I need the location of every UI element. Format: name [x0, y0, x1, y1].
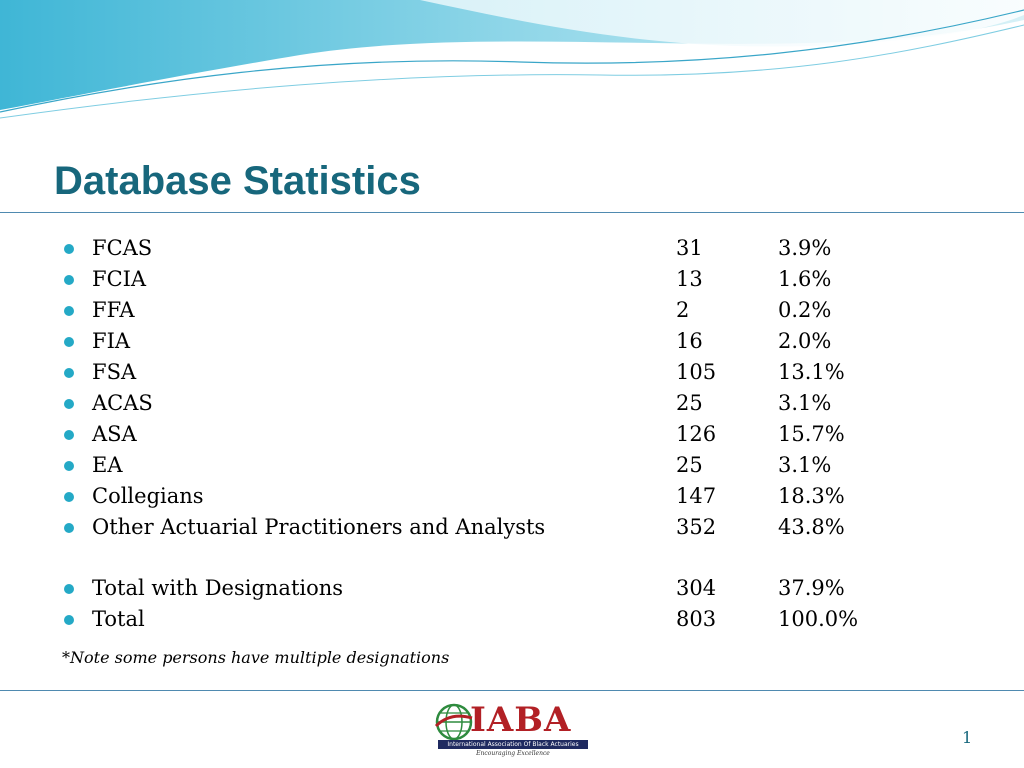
- total-count: 803: [676, 607, 717, 631]
- list-item: FIA 16 2.0%: [62, 326, 962, 357]
- designation-label: FCAS: [92, 236, 153, 260]
- designation-percent: 15.7%: [778, 422, 845, 446]
- bullet-icon: [64, 492, 74, 502]
- designation-label: Other Actuarial Practitioners and Analys…: [92, 515, 546, 539]
- bullet-icon: [64, 337, 74, 347]
- designation-count: 2: [676, 298, 690, 322]
- globe-icon: [434, 703, 473, 741]
- logo-tagline: Encouraging Excellence: [476, 750, 550, 757]
- iaba-logo: IABA International Association Of Black …: [430, 700, 590, 764]
- designation-count: 13: [676, 267, 703, 291]
- list-item: Collegians 147 18.3%: [62, 481, 962, 512]
- designation-percent: 0.2%: [778, 298, 832, 322]
- designation-count: 16: [676, 329, 703, 353]
- total-row: Total 803 100.0%: [62, 604, 962, 635]
- total-label: Total with Designations: [92, 576, 344, 600]
- designation-percent: 3.1%: [778, 453, 832, 477]
- designation-percent: 18.3%: [778, 484, 845, 508]
- bullet-icon: [64, 368, 74, 378]
- bullet-icon: [64, 461, 74, 471]
- total-label: Total: [92, 607, 145, 631]
- designation-label: FSA: [92, 360, 137, 384]
- total-row: Total with Designations 304 37.9%: [62, 573, 962, 604]
- total-percent: 100.0%: [778, 607, 859, 631]
- list-item: FCAS 31 3.9%: [62, 233, 962, 264]
- designation-label: FIA: [92, 329, 131, 353]
- list-item: FSA 105 13.1%: [62, 357, 962, 388]
- designation-label: EA: [92, 453, 123, 477]
- designation-label: FFA: [92, 298, 135, 322]
- bullet-icon: [64, 244, 74, 254]
- list-item: FCIA 13 1.6%: [62, 264, 962, 295]
- list-item: EA 25 3.1%: [62, 450, 962, 481]
- statistics-list: FCAS 31 3.9% FCIA 13 1.6% FFA 2 0.2% FIA…: [62, 233, 962, 635]
- bullet-icon: [64, 275, 74, 285]
- list-item: ACAS 25 3.1%: [62, 388, 962, 419]
- designation-label: ASA: [92, 422, 137, 446]
- designation-percent: 3.1%: [778, 391, 832, 415]
- designation-count: 25: [676, 453, 703, 477]
- designation-count: 352: [676, 515, 717, 539]
- page-title: Database Statistics: [54, 159, 421, 203]
- bullet-icon: [64, 615, 74, 625]
- designation-count: 25: [676, 391, 703, 415]
- designation-label: FCIA: [92, 267, 147, 291]
- total-count: 304: [676, 576, 717, 600]
- designation-percent: 3.9%: [778, 236, 832, 260]
- logo-full-name: International Association Of Black Actua…: [438, 740, 588, 749]
- designation-label: Collegians: [92, 484, 204, 508]
- bullet-icon: [64, 306, 74, 316]
- logo-wordmark: IABA: [470, 700, 572, 740]
- designation-percent: 2.0%: [778, 329, 832, 353]
- list-item: ASA 126 15.7%: [62, 419, 962, 450]
- footer-divider: [0, 690, 1024, 691]
- designation-count: 126: [676, 422, 717, 446]
- page-number: 1: [962, 728, 973, 747]
- header-wave-decoration: [0, 0, 1024, 119]
- designation-percent: 1.6%: [778, 267, 832, 291]
- designation-count: 31: [676, 236, 703, 260]
- bullet-icon: [64, 523, 74, 533]
- designation-percent: 13.1%: [778, 360, 845, 384]
- footnote: *Note some persons have multiple designa…: [62, 648, 450, 667]
- designation-label: ACAS: [92, 391, 153, 415]
- designation-count: 105: [676, 360, 717, 384]
- bullet-icon: [64, 399, 74, 409]
- total-percent: 37.9%: [778, 576, 845, 600]
- list-item: FFA 2 0.2%: [62, 295, 962, 326]
- designation-count: 147: [676, 484, 717, 508]
- designation-percent: 43.8%: [778, 515, 845, 539]
- bullet-icon: [64, 430, 74, 440]
- title-divider: [0, 212, 1024, 213]
- bullet-icon: [64, 584, 74, 594]
- list-item: Other Actuarial Practitioners and Analys…: [62, 512, 962, 543]
